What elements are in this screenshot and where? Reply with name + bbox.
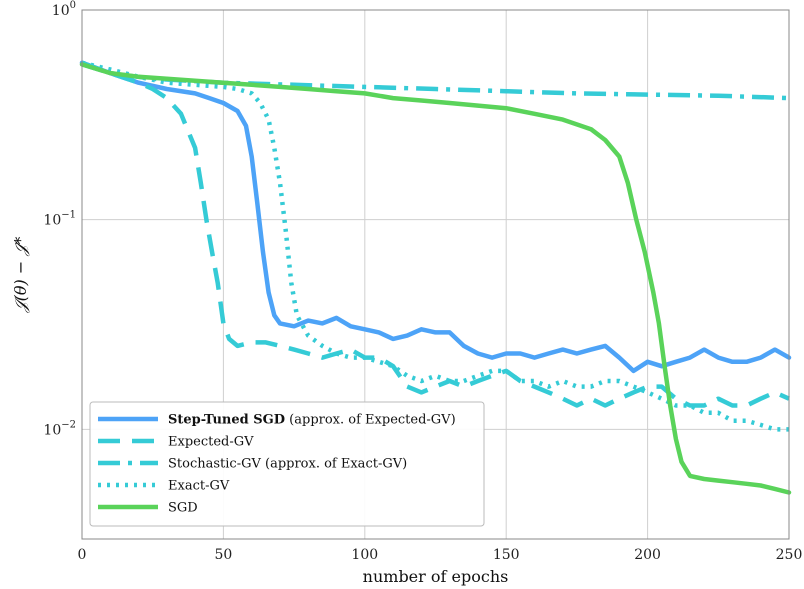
legend-label-expected_gv: Expected-GV bbox=[168, 435, 254, 450]
y-axis-label: 𝒥(θ) − 𝒥* bbox=[11, 237, 30, 314]
tick-labels: 0 50 100 150 200 250 100 10−1 10−2 bbox=[43, 0, 802, 563]
x-tick-label: 250 bbox=[776, 547, 803, 563]
plot-frame bbox=[81, 9, 790, 540]
y-tick-label: 10−2 bbox=[43, 419, 76, 438]
x-tick-label: 50 bbox=[214, 547, 232, 563]
series-line-expected_gv bbox=[81, 60, 790, 408]
legend: Step-Tuned SGD (approx. of Expected-GV) E… bbox=[89, 401, 485, 527]
x-axis-label: number of epochs bbox=[363, 567, 509, 586]
legend-label-step_tuned_sgd: Step-Tuned SGD (approx. of Expected-GV) bbox=[168, 413, 456, 428]
y-tick-label: 10−1 bbox=[43, 210, 76, 229]
legend-label-sgd: SGD bbox=[168, 501, 198, 516]
series-line-exact_gv bbox=[81, 60, 789, 432]
series-line-stochastic_gv bbox=[81, 62, 790, 101]
y-tick-label: 100 bbox=[52, 0, 76, 19]
series-line-sgd bbox=[79, 62, 792, 495]
legend-label-stochastic_gv: Stochastic-GV (approx. of Exact-GV) bbox=[168, 457, 407, 472]
legend-box bbox=[89, 401, 485, 527]
x-tick-label: 0 bbox=[78, 547, 87, 563]
x-tick-label: 100 bbox=[351, 547, 378, 563]
x-tick-label: 150 bbox=[493, 547, 520, 563]
legend-label-exact_gv: Exact-GV bbox=[168, 479, 230, 494]
series-line-step_tuned_sgd bbox=[79, 60, 792, 374]
series-lines bbox=[79, 60, 792, 495]
x-tick-label: 200 bbox=[634, 547, 661, 563]
